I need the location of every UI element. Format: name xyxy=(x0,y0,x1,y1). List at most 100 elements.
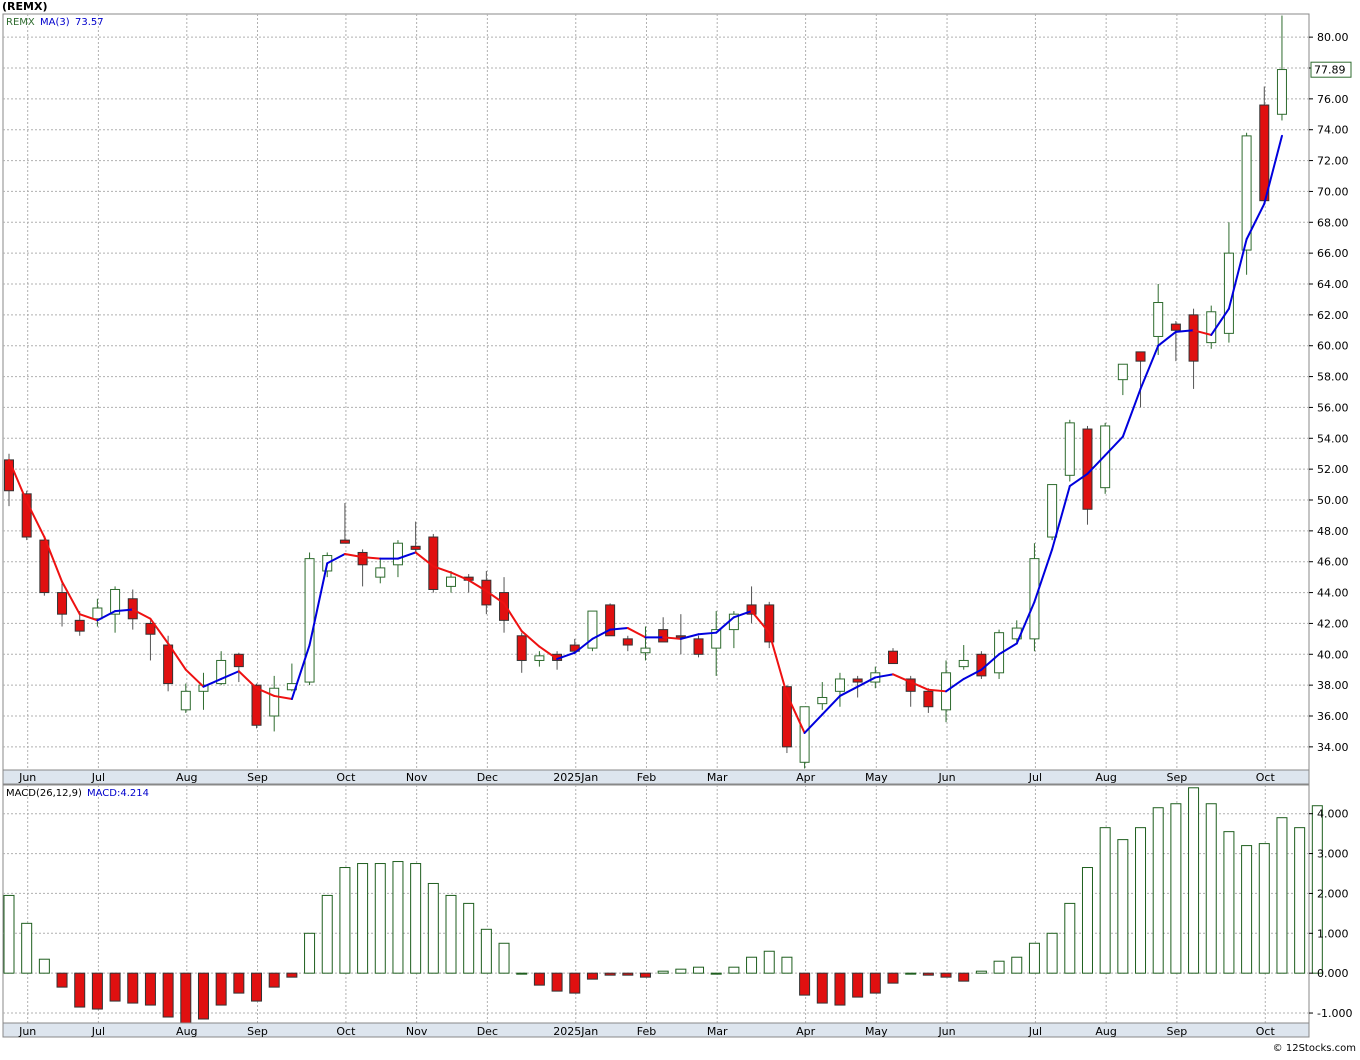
price-tick-label: 44.00 xyxy=(1317,587,1349,600)
month-label: Dec xyxy=(477,771,498,784)
month-label: Sep xyxy=(1167,771,1188,784)
candle-down xyxy=(658,617,669,643)
candle-up xyxy=(1117,363,1128,396)
price-tick-label: 34.00 xyxy=(1317,741,1349,754)
candle-body xyxy=(1100,425,1111,489)
price-tick-label: 62.00 xyxy=(1317,309,1349,322)
ma-segment xyxy=(768,631,788,696)
macd-bar-positive xyxy=(1258,843,1270,974)
ma-segment xyxy=(1015,600,1036,645)
candle-down xyxy=(410,521,421,553)
month-label: May xyxy=(865,771,888,784)
price-tick-label: 68.00 xyxy=(1317,216,1349,229)
price-tick-label: 38.00 xyxy=(1317,679,1349,692)
macd-bar-positive xyxy=(374,863,386,974)
macd-bar-positive xyxy=(463,902,475,974)
macd-bar-positive xyxy=(357,863,369,974)
macd-bar-negative xyxy=(569,972,581,994)
ma-segment xyxy=(1104,435,1124,457)
ma-segment xyxy=(432,565,452,574)
candle-body xyxy=(817,696,828,705)
macd-bars xyxy=(3,787,1323,1024)
candle-body xyxy=(675,635,686,638)
ma-segment xyxy=(697,631,718,636)
ma-segment xyxy=(326,553,346,565)
month-label: Feb xyxy=(637,771,656,784)
macd-bar-negative xyxy=(869,972,881,994)
candle-up xyxy=(1100,422,1111,494)
macd-bar-negative xyxy=(251,972,263,1002)
ma-segment xyxy=(803,713,824,734)
month-label: Oct xyxy=(1256,1025,1276,1038)
candle-body xyxy=(446,576,456,587)
macd-bar-positive xyxy=(498,942,510,974)
macd-month-axis: Jun Jul Aug Sep Oct Nov Dec 2025Jan Feb Mar Apr May… xyxy=(2,1022,1310,1038)
macd-bar-positive xyxy=(746,956,758,974)
macd-bar-positive xyxy=(1311,805,1323,974)
price-month-band xyxy=(2,769,1310,785)
candle-body xyxy=(852,678,863,683)
candle-body xyxy=(905,678,916,692)
macd-bar-negative xyxy=(551,972,563,992)
candle-body xyxy=(834,678,845,692)
macd-bar-negative xyxy=(286,972,298,978)
macd-bar-positive xyxy=(1099,827,1111,974)
last-price-box xyxy=(1310,61,1352,78)
macd-bar-positive xyxy=(675,968,687,974)
ma-segment xyxy=(414,551,435,568)
ma-segment xyxy=(1051,485,1071,551)
ma-line xyxy=(8,134,1283,734)
ma-segment xyxy=(96,610,117,622)
candle-down xyxy=(481,570,492,615)
price-legend: REMX MA(3) 73.57 xyxy=(6,17,104,28)
price-panel: 34.00 36.00 38.00 40.00 42.00 44.00 46.00 48.00… xyxy=(2,13,1352,771)
candle-body xyxy=(1276,69,1287,115)
ma-segment xyxy=(308,562,329,647)
month-label: Nov xyxy=(406,771,428,784)
macd-bar-negative xyxy=(586,972,598,980)
ma-segment xyxy=(732,610,753,619)
ma-segment xyxy=(1086,454,1107,475)
candle-up xyxy=(92,598,103,627)
ma-segment xyxy=(503,602,523,633)
candle-down xyxy=(605,603,616,637)
candle-body xyxy=(198,684,209,692)
month-label: Dec xyxy=(477,1025,498,1038)
price-candles xyxy=(4,15,1287,769)
ma-segment xyxy=(1192,329,1213,336)
candle-body xyxy=(605,604,616,637)
candle-down xyxy=(145,620,156,661)
candle-body xyxy=(163,644,174,685)
ma-segment xyxy=(1068,472,1089,488)
candle-up xyxy=(640,626,651,661)
candle-body xyxy=(958,659,969,668)
month-labels-top: Jun Jul Aug Sep Oct Nov Dec 2025Jan Feb Mar Apr May… xyxy=(18,771,1275,784)
ma-segment xyxy=(556,651,576,660)
candle-up xyxy=(446,570,456,593)
macd-bar-negative xyxy=(162,972,174,1018)
macd-bar-negative xyxy=(940,972,952,978)
price-tick-label: 50.00 xyxy=(1317,494,1349,507)
month-label: Jun xyxy=(937,1025,955,1038)
month-label: Sep xyxy=(247,1025,268,1038)
macd-bar-positive xyxy=(657,970,669,974)
month-label: Apr xyxy=(796,771,816,784)
price-tick-label: 56.00 xyxy=(1317,401,1349,414)
ma-segment xyxy=(927,688,948,693)
candle-body xyxy=(1135,351,1146,362)
macd-bar-negative xyxy=(958,972,970,982)
macd-tick-label: 3.000 xyxy=(1317,848,1349,861)
macd-bar-positive xyxy=(1205,803,1217,974)
candle-body xyxy=(534,655,545,661)
candle-body xyxy=(1064,422,1075,476)
ma-segment xyxy=(43,536,64,583)
candle-down xyxy=(1188,308,1199,389)
candle-down xyxy=(233,652,244,683)
ma-segment xyxy=(626,627,647,639)
month-label: 2025Jan xyxy=(553,1025,598,1038)
ma-segment xyxy=(909,681,930,691)
month-label: May xyxy=(865,1025,888,1038)
month-label: Jun xyxy=(18,1025,36,1038)
candle-body xyxy=(764,604,775,643)
month-label: Aug xyxy=(1095,771,1116,784)
